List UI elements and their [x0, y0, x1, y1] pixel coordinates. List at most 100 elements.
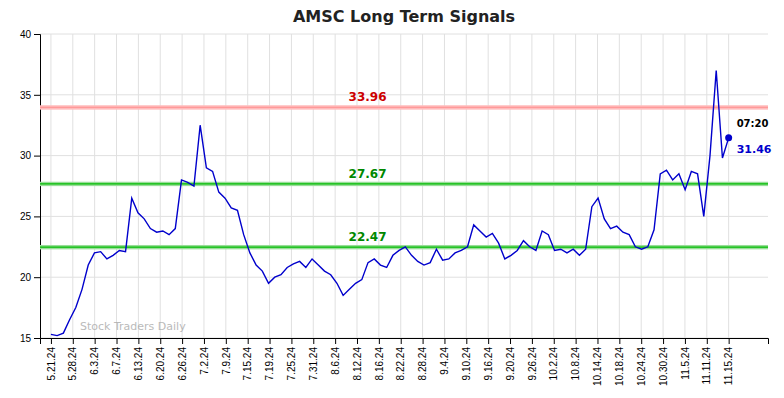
y-tick: 30	[20, 150, 40, 161]
chart: AMSC Long Term Signals 5.21.24 5.28.24 6.3.…	[0, 0, 784, 398]
x-tick-label: 7.19.24	[264, 347, 275, 381]
x-tick-label: 5.21.24	[46, 347, 57, 381]
x-tick-label: 6.3.24	[89, 347, 100, 375]
x-axis-line	[41, 339, 769, 345]
x-tick-label: 9.16.24	[483, 347, 494, 381]
x-tick-mark	[729, 338, 730, 344]
x-tick-label: 6.20.24	[155, 347, 166, 381]
x-tick-mark	[444, 338, 445, 344]
x-tick-label: 8.16.24	[374, 347, 385, 381]
x-tick: 7.25.24	[286, 338, 297, 380]
x-tick-label: 9.4.24	[439, 347, 450, 375]
watermark: Stock Traders Daily	[80, 320, 186, 333]
x-tick-mark	[466, 338, 467, 344]
y-tick-label: 25	[20, 211, 32, 222]
x-tick-mark	[532, 338, 533, 344]
x-tick-mark	[423, 338, 424, 344]
y-tick: 40	[20, 29, 40, 40]
x-tick: 7.19.24	[264, 338, 275, 380]
x-tick-label: 11.11.24	[701, 347, 712, 385]
x-tick-mark	[357, 338, 358, 344]
x-tick-label: 10.30.24	[658, 347, 669, 386]
x-tick-label: 8.22.24	[395, 347, 406, 381]
x-tick: 10.14.24	[592, 338, 603, 386]
y-tick: 35	[20, 90, 40, 101]
labels: 33.9627.6722.4707:2031.46Stock Traders D…	[80, 90, 772, 333]
x-tick: 5.28.24	[67, 338, 78, 380]
y-tick-label: 40	[20, 29, 32, 40]
last-point	[725, 134, 732, 141]
x-tick: 9.20.24	[505, 338, 516, 380]
signal-label: 27.67	[349, 167, 387, 181]
x-tick-label: 10.14.24	[592, 347, 603, 386]
y-tick-mark	[34, 338, 40, 339]
y-axis-line	[34, 35, 41, 339]
x-tick-label: 6.7.24	[111, 347, 122, 375]
x-tick-mark	[576, 338, 577, 344]
x-tick-mark	[663, 338, 664, 344]
x-tick-mark	[248, 338, 249, 344]
x-tick-label: 6.26.24	[177, 347, 188, 381]
y-tick-mark	[34, 216, 40, 217]
x-tick: 6.13.24	[133, 338, 144, 380]
title: AMSC Long Term Signals	[293, 7, 515, 26]
y-tick: 15	[20, 333, 40, 344]
x-tick-mark	[160, 338, 161, 344]
x-tick-mark	[685, 338, 686, 344]
y-axis: 15 20 25 30 35 40	[20, 29, 41, 344]
y-tick-mark	[34, 95, 40, 96]
signal-label: 33.96	[349, 90, 387, 104]
x-tick: 9.16.24	[483, 338, 494, 380]
x-tick-mark	[554, 338, 555, 344]
grid-line	[40, 277, 768, 278]
y-tick-mark	[34, 277, 40, 278]
x-tick-label: 9.20.24	[505, 347, 516, 381]
x-tick: 8.16.24	[374, 338, 385, 380]
x-tick-label: 10.2.24	[548, 347, 559, 381]
x-tick-mark	[379, 338, 380, 344]
grid-line	[40, 155, 768, 156]
x-tick: 7.31.24	[308, 338, 319, 380]
y-tick-mark	[34, 156, 40, 157]
signal-line	[40, 107, 768, 108]
x-axis: 5.21.24 5.28.24 6.3.24 6.7.24 6.13.24 6.20.24…	[41, 338, 769, 386]
x-tick: 8.28.24	[417, 338, 428, 380]
x-tick: 8.6.24	[330, 338, 341, 375]
x-tick-label: 10.24.24	[636, 347, 647, 386]
x-tick-mark	[641, 338, 642, 344]
x-tick-label: 11.5.24	[680, 347, 691, 380]
x-tick-mark	[73, 338, 74, 344]
x-tick-label: 5.28.24	[67, 347, 78, 381]
x-tick: 10.18.24	[614, 338, 625, 386]
x-tick-mark	[619, 338, 620, 344]
x-tick-mark	[117, 338, 118, 344]
x-tick-mark	[95, 338, 96, 344]
y-tick-label: 20	[20, 272, 32, 283]
plot: 5.21.24 5.28.24 6.3.24 6.7.24 6.13.24 6.20.24…	[20, 29, 772, 386]
x-tick: 10.2.24	[548, 338, 559, 380]
x-tick: 7.15.24	[242, 338, 253, 380]
marks	[40, 70, 768, 335]
y-tick-label: 15	[20, 333, 32, 344]
x-tick: 11.15.24	[723, 338, 734, 385]
grid-line	[40, 94, 768, 95]
x-tick-mark	[707, 338, 708, 344]
x-tick-mark	[226, 338, 227, 344]
x-tick-label: 7.15.24	[242, 347, 253, 381]
grid-line	[40, 34, 768, 35]
x-tick: 10.30.24	[658, 338, 669, 386]
x-tick: 8.22.24	[395, 338, 406, 380]
y-tick-mark	[34, 34, 40, 35]
x-tick-mark	[270, 338, 271, 344]
x-tick-label: 10.18.24	[614, 347, 625, 386]
y-tick-label: 30	[20, 150, 32, 161]
x-tick-label: 7.31.24	[308, 347, 319, 381]
x-tick: 10.24.24	[636, 338, 647, 386]
x-tick: 7.9.24	[221, 338, 232, 375]
x-tick-mark	[204, 338, 205, 344]
x-tick: 7.2.24	[199, 338, 210, 375]
x-tick-label: 8.12.24	[352, 347, 363, 381]
grid-line	[40, 216, 768, 217]
x-tick-label: 9.10.24	[461, 347, 472, 381]
band	[40, 105, 768, 109]
